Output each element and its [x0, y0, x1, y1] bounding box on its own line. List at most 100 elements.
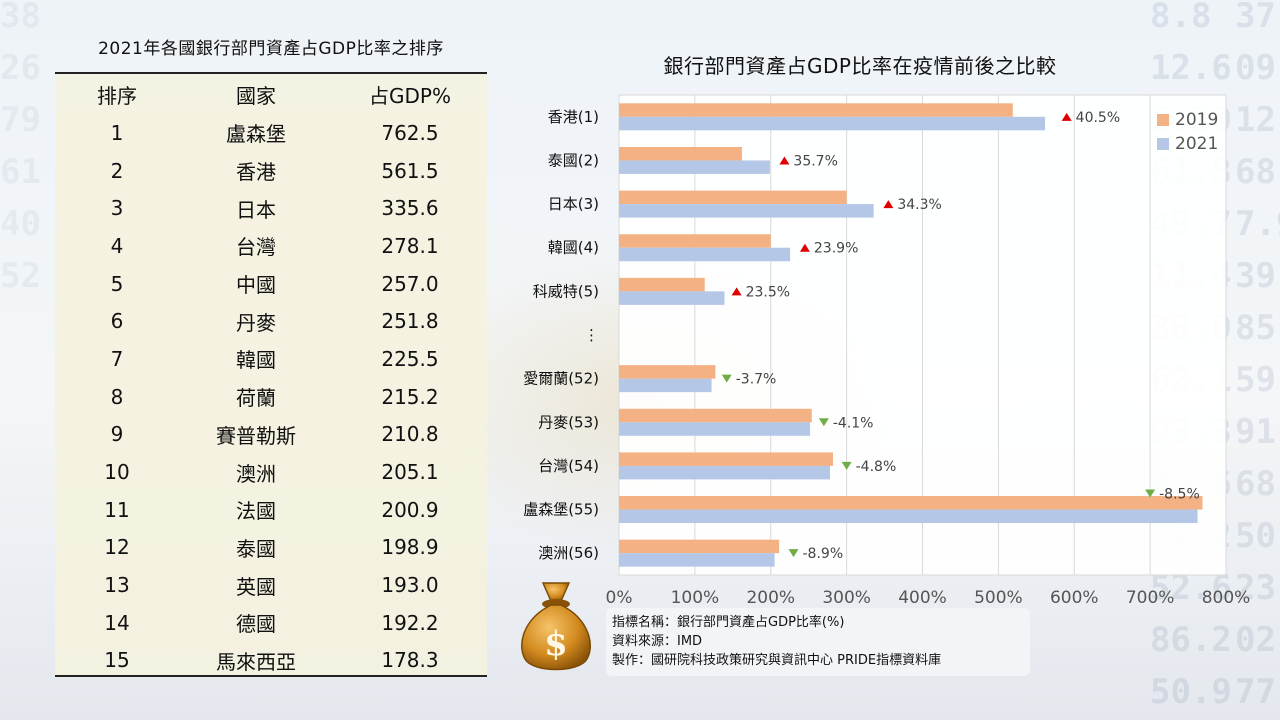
y-category-label: 科威特(5) [533, 282, 599, 300]
ranking-cell-rank: 11 [104, 497, 130, 522]
ranking-row: 2 香港 561.5 [55, 152, 487, 190]
ranking-panel: 2021年各國銀行部門資產占GDP比率之排序 排序 國家 占GDP% 1 盧森堡 7… [55, 34, 487, 678]
bar-chart: 0% 100% 200% 300% 400% 500% 600% 700% 800% 香港(1) 泰… [523, 94, 1250, 608]
ranking-row: 12 泰國 198.9 [55, 529, 487, 567]
ranking-cell-rank: 4 [110, 233, 124, 258]
change-label: -8.5% [1159, 487, 1200, 503]
ranking-cell-rank: 12 [104, 535, 130, 560]
ranking-cell-country: 澳洲 [236, 461, 276, 486]
ranking-cell-country: 台灣 [236, 235, 276, 260]
change-label: 23.9% [814, 241, 858, 257]
legend-item-2021: 2021 [1157, 132, 1218, 156]
triangle-up-icon [779, 156, 790, 165]
x-tick-label: 400% [898, 588, 947, 608]
ranking-cell-country: 盧森堡 [226, 122, 286, 147]
y-category-label: 泰國(2) [548, 151, 599, 169]
legend-item-2019: 2019 [1157, 108, 1218, 132]
bar-2021 [619, 378, 712, 393]
bar-2019 [619, 234, 771, 248]
change-label: 34.3% [897, 197, 941, 213]
legend-swatch-2021 [1157, 138, 1169, 150]
bar-2021 [619, 116, 1046, 131]
ranking-cell-rank: 2 [110, 158, 124, 183]
bar-2021 [619, 465, 831, 480]
bar-2021 [619, 247, 791, 262]
ranking-cell-country: 日本 [236, 197, 276, 222]
ranking-cell-value: 257.0 [381, 271, 439, 296]
bar-2021 [619, 422, 811, 436]
bar-2019 [619, 277, 705, 292]
legend-label-2021: 2021 [1175, 134, 1219, 154]
ranking-cell-rank: 15 [104, 648, 130, 673]
ranking-row: 7 韓國 225.5 [55, 340, 487, 378]
x-tick-label: 700% [1126, 588, 1175, 608]
y-category-label: 澳洲(56) [538, 544, 599, 562]
change-label: 40.5% [1076, 110, 1120, 126]
header-value: 占GDP% [369, 83, 451, 108]
ranking-cell-value: 210.8 [381, 422, 439, 447]
ranking-row: 10 澳洲 205.1 [55, 453, 487, 491]
triangle-up-icon [799, 243, 810, 252]
bar-2019 [619, 103, 1013, 117]
ranking-cell-country: 香港 [236, 160, 276, 185]
triangle-down-icon [788, 549, 799, 558]
ranking-cell-country: 丹麥 [236, 310, 276, 335]
chart-legend: 2019 2021 [1157, 108, 1218, 156]
source-data-origin: 資料來源：IMD [612, 634, 703, 649]
ranking-cell-value: 278.1 [381, 233, 439, 258]
ranking-cell-country: 德國 [236, 612, 276, 637]
ranking-cell-value: 251.8 [381, 309, 439, 334]
ranking-title: 2021年各國銀行部門資產占GDP比率之排序 [98, 39, 444, 59]
y-category-label: ⋮ [584, 326, 599, 344]
change-label: 23.5% [746, 284, 790, 300]
change-label: -8.9% [803, 546, 844, 562]
y-category-label: 愛爾蘭(52) [523, 370, 599, 388]
bar-2019 [619, 496, 1203, 510]
ranking-cell-country: 泰國 [236, 536, 276, 561]
ranking-cell-value: 762.5 [381, 120, 439, 145]
bar-2021 [619, 291, 725, 305]
legend-label-2019: 2019 [1175, 110, 1219, 130]
header-country: 國家 [236, 83, 276, 108]
change-label: -4.8% [856, 459, 897, 475]
ranking-cell-value: 193.0 [381, 573, 439, 598]
x-tick-label: 800% [1202, 588, 1250, 608]
ranking-cell-value: 200.9 [381, 497, 439, 522]
svg-text:$: $ [544, 624, 568, 664]
bar-2021 [619, 204, 874, 218]
header-rank: 排序 [97, 83, 137, 108]
ranking-cell-rank: 9 [110, 422, 124, 447]
bar-2021 [619, 160, 770, 174]
ranking-cell-rank: 3 [110, 196, 124, 221]
y-category-label: 丹麥(53) [538, 413, 599, 431]
bar-2019 [619, 190, 847, 205]
legend-swatch-2019 [1157, 114, 1169, 126]
chart-title: 銀行部門資產占GDP比率在疫情前後之比較 [663, 54, 1057, 78]
bar-2019 [619, 539, 780, 554]
y-category-label: 盧森堡(55) [523, 501, 599, 519]
ranking-cell-rank: 8 [110, 384, 124, 409]
money-bag-icon: $ [521, 582, 591, 671]
triangle-up-icon [1061, 112, 1072, 121]
ranking-cell-country: 荷蘭 [236, 386, 276, 411]
ranking-cell-country: 法國 [236, 499, 276, 524]
ranking-cell-value: 335.6 [381, 196, 439, 221]
ranking-row: 14 德國 192.2 [55, 604, 487, 642]
ranking-cell-value: 215.2 [381, 384, 439, 409]
ranking-row: 6 丹麥 251.8 [55, 302, 487, 340]
source-box: 指標名稱：銀行部門資產占GDP比率(%) 資料來源：IMD 製作：國研院科技政策… [606, 608, 1030, 676]
ranking-cell-rank: 6 [110, 309, 124, 334]
x-tick-label: 300% [822, 588, 871, 608]
ranking-cell-value: 561.5 [381, 158, 439, 183]
ranking-table: 排序 國家 占GDP% 1 盧森堡 762.5 2 香港 561.5 3 日本 335.6 4 台灣… [55, 72, 487, 677]
ranking-cell-country: 韓國 [236, 348, 276, 373]
ranking-cell-rank: 13 [104, 573, 130, 598]
x-tick-label: 600% [1050, 588, 1099, 608]
ranking-row: 3 日本 335.6 [55, 189, 487, 227]
x-tick-label: 100% [671, 588, 720, 608]
triangle-down-icon [721, 374, 732, 383]
triangle-up-icon [731, 287, 742, 296]
bar-2021 [619, 509, 1198, 524]
ranking-cell-rank: 1 [110, 120, 124, 145]
ranking-cell-rank: 7 [110, 346, 124, 371]
